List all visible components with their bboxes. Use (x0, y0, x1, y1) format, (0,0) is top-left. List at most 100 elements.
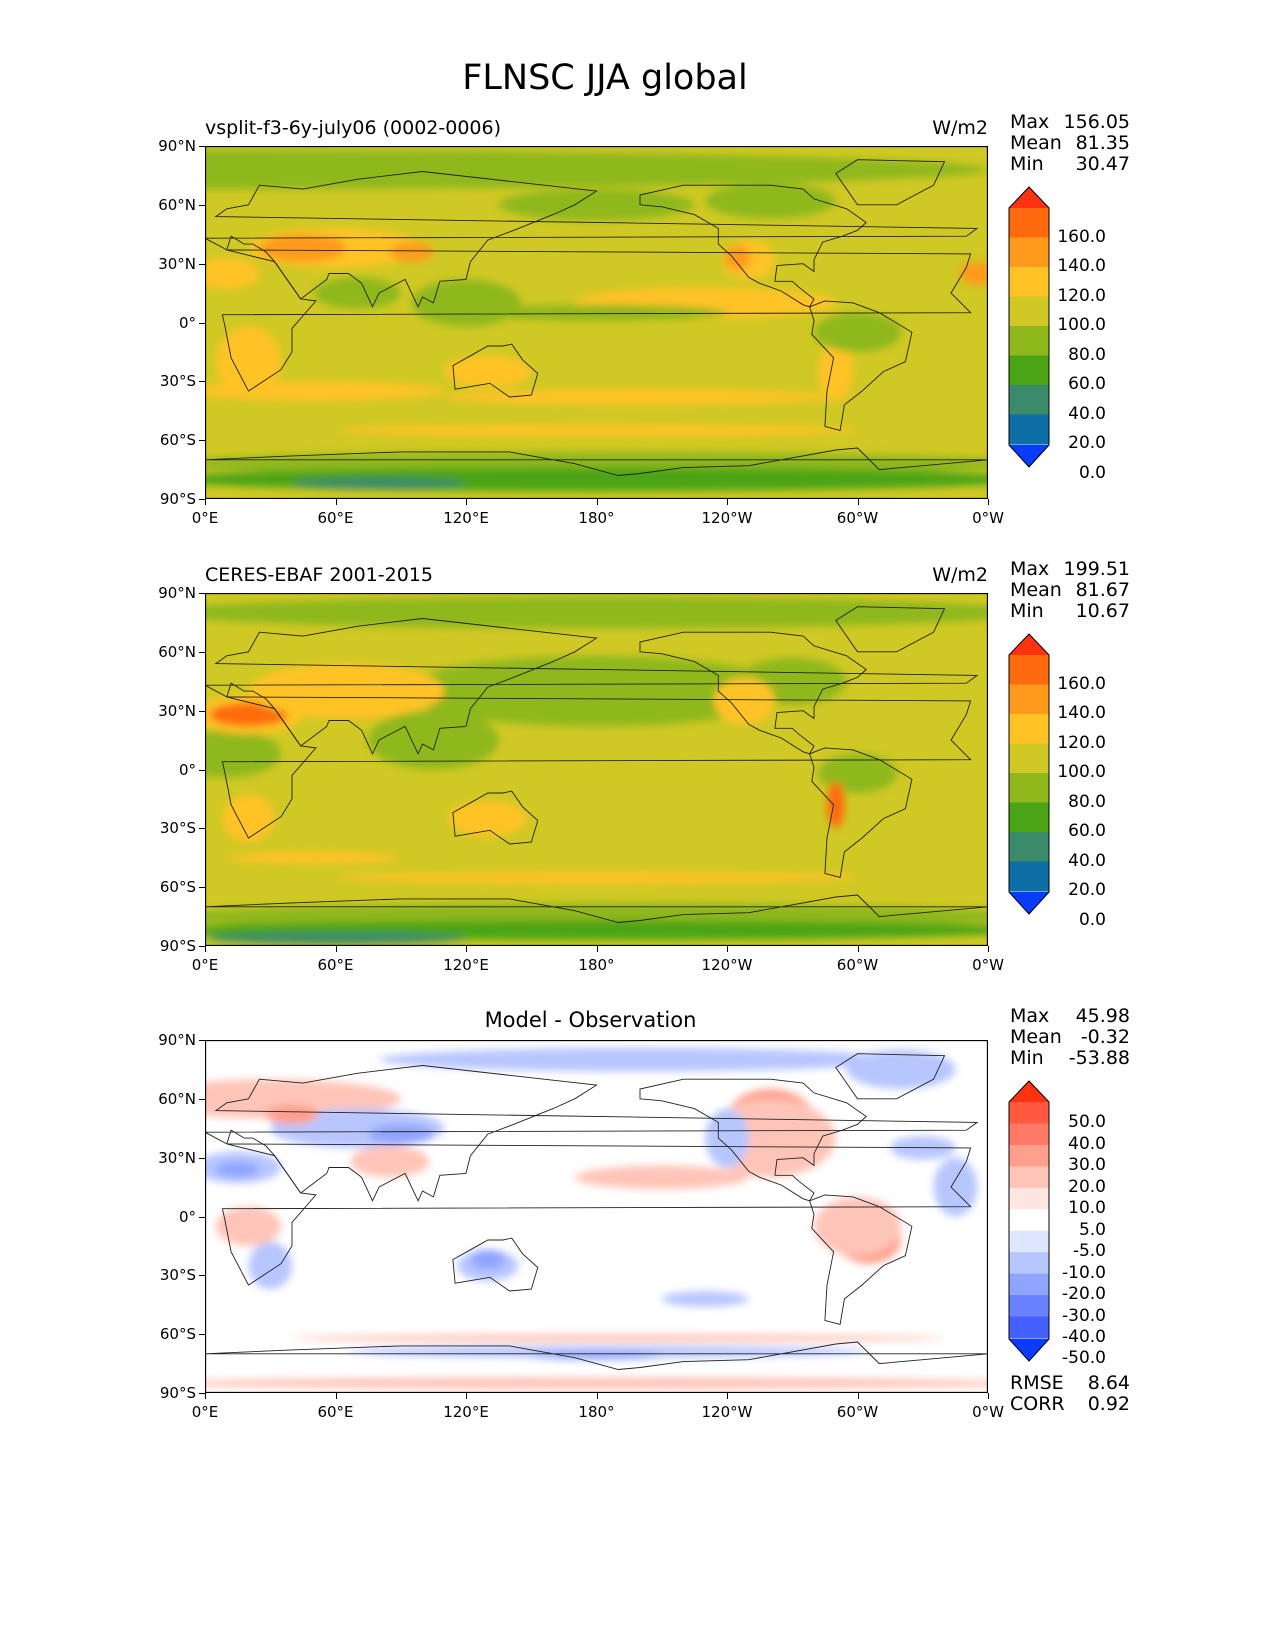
colorbar-segment (1009, 1316, 1049, 1339)
eurasia-coast (205, 1065, 979, 1202)
x-tick-label: 60°W (836, 509, 879, 527)
x-tick-mark (988, 946, 989, 952)
y-tick-label: 60°S (159, 1325, 196, 1344)
field-region-warm (350, 1145, 430, 1178)
y-tick-mark (199, 887, 205, 889)
x-tick-label: 180° (578, 1403, 615, 1421)
stat-label-mean: Mean (1010, 132, 1062, 154)
x-tick-mark (727, 499, 728, 505)
y-tick-label: 0° (178, 313, 196, 332)
colorbar-segment (1009, 267, 1049, 298)
y-tick-label: 0° (178, 1207, 196, 1226)
y-tick-mark (199, 769, 205, 771)
x-tick-mark (596, 1393, 598, 1399)
x-tick-label: 0°E (191, 1403, 219, 1421)
x-tick-label: 120°W (701, 1403, 753, 1421)
field-region-warm (222, 795, 275, 842)
colorbar-label: 0.0 (1078, 462, 1106, 483)
y-tick-label: 30°S (159, 1266, 196, 1285)
colorbar-label: 60.0 (1068, 374, 1106, 394)
colorbar-outline (1008, 186, 1050, 468)
field-region-land (400, 655, 793, 727)
stat-value-min: -53.88 (1068, 1047, 1130, 1069)
eurasia-coast (205, 618, 979, 755)
y-tick-mark (199, 651, 205, 653)
map-frame (205, 593, 988, 946)
colorbar-segment (1009, 1102, 1049, 1125)
field-region-warm (205, 381, 445, 401)
stat-label-corr: CORR (1010, 1393, 1065, 1415)
x-tick-label: 180° (578, 956, 615, 974)
colorbar-label: 140.0 (1057, 256, 1106, 276)
field-region-land (705, 183, 836, 219)
y-tick-mark (199, 1334, 205, 1336)
colorbar-extend-min (1009, 892, 1049, 914)
y-tick-label: 60°N (158, 642, 196, 661)
colorbar-segment (1009, 861, 1049, 892)
field-region-warm (215, 326, 282, 397)
x-tick-label: 0°W (972, 1403, 1004, 1421)
colorbar-segment (1009, 326, 1049, 357)
x-tick-label: 120°W (701, 956, 753, 974)
field-region-warm (292, 1334, 945, 1342)
y-tick-label: 60°S (159, 431, 196, 450)
colorbar-segment (1009, 714, 1049, 745)
y-tick-mark (199, 946, 205, 947)
y-tick-label: 0° (178, 760, 196, 779)
colorbar-segment (1009, 1187, 1049, 1210)
colorbar-label: -10.0 (1062, 1262, 1106, 1283)
greenland-coast (835, 1053, 946, 1100)
australia-coast (452, 790, 539, 845)
greenland-coast (835, 606, 946, 653)
x-tick-label: 120°W (701, 509, 753, 527)
field-region-warm (448, 800, 527, 837)
panel-2-map (205, 593, 988, 946)
x-tick-mark (727, 946, 728, 952)
colorbar-segment (1009, 655, 1049, 686)
field-region-hot (959, 261, 988, 286)
y-tick-mark (199, 440, 205, 442)
colorbar-segment (1009, 355, 1049, 386)
colorbar-label: 60.0 (1068, 821, 1106, 841)
north-america-coast (639, 631, 867, 755)
colorbar-label: -30.0 (1062, 1305, 1106, 1326)
stat-value-rmse: 8.64 (1087, 1372, 1130, 1394)
stat-label-min: Min (1010, 153, 1044, 175)
colorbar-segment (1009, 773, 1049, 804)
colorbar-segment (1009, 1144, 1049, 1167)
colorbar-label: -40.0 (1062, 1327, 1106, 1347)
stat-value-max: 45.98 (1075, 1005, 1130, 1027)
x-tick-mark (727, 1393, 728, 1399)
field-region-warm (248, 663, 445, 719)
field-region-polar (215, 1161, 260, 1178)
field-region-warm (335, 871, 858, 884)
colorbar-label: 0.0 (1078, 909, 1106, 930)
antarctica-coast (205, 447, 988, 476)
y-tick-mark (199, 1157, 205, 1159)
map-frame (205, 1040, 988, 1393)
y-tick-mark (199, 828, 205, 830)
x-tick-mark (466, 499, 467, 505)
x-tick-label: 60°E (317, 509, 354, 527)
x-tick-label: 60°W (836, 1403, 879, 1421)
colorbar-outline (1008, 1080, 1050, 1362)
field-region-warm (714, 677, 775, 725)
stat-value-min: 30.47 (1075, 153, 1130, 175)
field-region-cold (661, 1291, 749, 1307)
colorbar-segment (1009, 802, 1049, 833)
y-tick-label: 60°S (159, 878, 196, 897)
field-region-polar (368, 1124, 434, 1144)
panel-1-colorbar (1008, 186, 1050, 468)
colorbar-segment (1009, 208, 1049, 239)
colorbar-extend-max (1009, 187, 1049, 208)
stat-value-min: 10.67 (1075, 600, 1130, 622)
colorbar-label: 120.0 (1057, 285, 1106, 306)
field-region-land (411, 279, 521, 327)
stat-label-rmse: RMSE (1010, 1372, 1064, 1394)
x-tick-mark (857, 499, 859, 505)
south-america-coast (809, 747, 913, 878)
panel-3-colorbar (1008, 1080, 1050, 1362)
field-region-warm (335, 424, 858, 437)
field-region-hot (209, 702, 288, 727)
y-tick-mark (199, 263, 205, 265)
